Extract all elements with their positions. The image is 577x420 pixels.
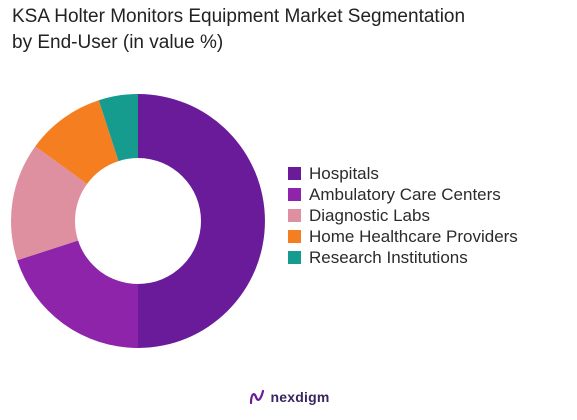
- legend-label: Diagnostic Labs: [309, 205, 430, 225]
- legend-item-hospitals: Hospitals: [288, 163, 518, 184]
- slice-diagnostic-labs: [10, 146, 88, 261]
- legend-swatch: [288, 251, 301, 264]
- legend-item-ambulatory-care-centers: Ambulatory Care Centers: [288, 184, 518, 205]
- nexdigm-logo-icon: [249, 389, 264, 405]
- legend-swatch: [288, 188, 301, 201]
- donut-slices: [10, 94, 265, 348]
- legend-swatch: [288, 167, 301, 180]
- slice-ambulatory-care-centers: [17, 240, 139, 348]
- legend-item-diagnostic-labs: Diagnostic Labs: [288, 205, 518, 226]
- legend-swatch: [288, 209, 301, 222]
- chart-legend: Hospitals Ambulatory Care Centers Diagnost…: [288, 163, 518, 268]
- legend-label: Ambulatory Care Centers: [309, 184, 501, 204]
- slice-hospitals: [138, 94, 265, 348]
- chart-title: KSA Holter Monitors Equipment Market Seg…: [12, 4, 572, 56]
- slice-research-institutions: [98, 94, 138, 162]
- legend-label: Home Healthcare Providers: [309, 226, 518, 246]
- brand-name: nexdigm: [270, 389, 330, 405]
- legend-item-home-healthcare-providers: Home Healthcare Providers: [288, 226, 518, 247]
- legend-swatch: [288, 230, 301, 243]
- legend-item-research-institutions: Research Institutions: [288, 247, 518, 268]
- legend-label: Hospitals: [309, 163, 379, 183]
- chart-title-line-1: KSA Holter Monitors Equipment Market Seg…: [12, 6, 466, 27]
- legend-label: Research Institutions: [309, 247, 468, 267]
- slice-home-healthcare-providers: [35, 100, 119, 184]
- chart-title-line-2: by End-User (in value %): [12, 32, 224, 53]
- brand-footer: nexdigm: [0, 388, 577, 406]
